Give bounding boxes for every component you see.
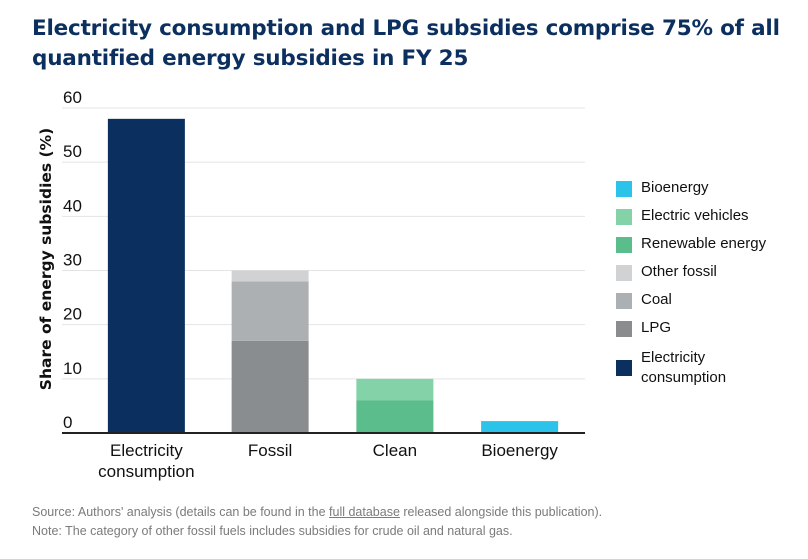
x-tick-label: Fossil: [248, 441, 292, 460]
x-tick-label: Bioenergy: [481, 441, 558, 460]
legend-label: Electricity consumption: [641, 349, 727, 386]
x-tick-label: consumption: [98, 462, 194, 481]
full-database-link[interactable]: full database: [329, 505, 400, 519]
legend-swatch: [616, 237, 632, 253]
legend-label: Bioenergy: [641, 179, 709, 196]
legend-label: Other fossil: [641, 263, 717, 280]
bar-chart: 0 10 20 30 40 50 60 Electricity consumption Foss…: [37, 88, 585, 481]
legend-swatch: [616, 360, 632, 376]
legend-swatch: [616, 293, 632, 309]
legend-item: Coal: [616, 290, 766, 318]
legend-item: Electricity consumption: [616, 346, 766, 390]
footer: Source: Authors' analysis (details can b…: [32, 503, 602, 541]
y-axis-label: Share of energy subsidies (%): [37, 128, 55, 390]
legend-swatch: [616, 321, 632, 337]
bar-segment-renewable-energy: [356, 400, 434, 433]
legend-label: Electric vehicles: [641, 207, 749, 224]
legend-item: Electric vehicles: [616, 206, 766, 234]
y-tick-label: 40: [63, 196, 82, 215]
y-tick-label: 60: [63, 88, 82, 107]
bar-segment-bioenergy: [481, 421, 559, 433]
legend-swatch: [616, 181, 632, 197]
legend-label: Renewable energy: [641, 235, 767, 252]
bar-segment-coal: [231, 281, 309, 341]
legend-label: LPG: [641, 319, 672, 336]
x-tick-label: Clean: [373, 441, 417, 460]
legend-item: Renewable energy: [616, 234, 766, 262]
y-tick-label: 50: [63, 142, 82, 161]
y-tick-label: 30: [63, 251, 82, 270]
legend-swatch: [616, 209, 632, 225]
y-axis-ticks: 0 10 20 30 40 50 60: [63, 88, 82, 432]
chart-title: Electricity consumption and LPG subsidie…: [32, 16, 780, 71]
legend-swatch: [616, 265, 632, 281]
legend-item: Other fossil: [616, 262, 766, 290]
bar-segment-other-fossil: [231, 270, 309, 282]
bars: [107, 118, 559, 433]
x-axis-ticks: Electricity consumption Fossil Clean Bioener…: [98, 441, 558, 481]
bar-segment-electric-vehicles: [356, 378, 434, 401]
footnote: Note: The category of other fossil fuels…: [32, 524, 513, 538]
bar-segment-electricity-consumption: [107, 118, 185, 433]
legend-item: Bioenergy: [616, 178, 766, 206]
legend: Bioenergy Electric vehicles Renewable ener…: [616, 178, 766, 390]
bar-segment-lpg: [231, 340, 309, 433]
source-note: Source: Authors' analysis (details can b…: [32, 505, 603, 519]
y-tick-label: 20: [63, 305, 82, 324]
legend-item: LPG: [616, 318, 766, 346]
legend-label: Coal: [641, 291, 672, 308]
y-tick-label: 0: [63, 413, 72, 432]
y-tick-label: 10: [63, 359, 82, 378]
x-tick-label: Electricity: [110, 441, 183, 460]
